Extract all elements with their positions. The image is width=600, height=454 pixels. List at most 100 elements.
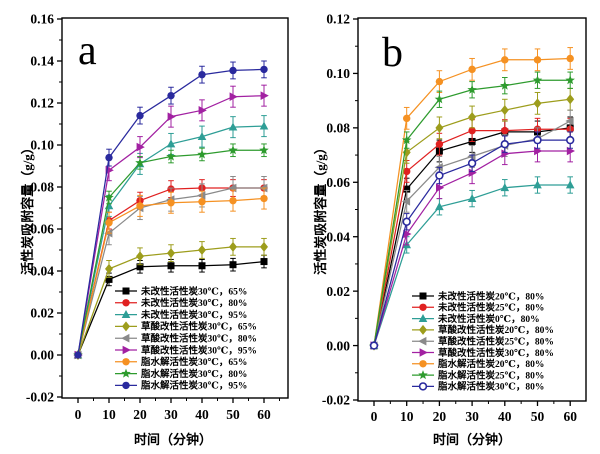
y-tick-label: 0.10 — [326, 66, 350, 81]
data-point-marker — [260, 91, 269, 100]
legend-item: 草酸改性活性炭30℃，65% — [115, 321, 257, 333]
data-point-marker — [136, 111, 144, 120]
legend-label: 草酸改性活性炭30℃，95% — [141, 344, 257, 356]
data-point-marker — [467, 84, 477, 94]
data-point-marker — [565, 75, 575, 85]
legend-item: 未改性活性炭0℃，80% — [412, 313, 540, 325]
data-point-marker — [259, 121, 269, 130]
data-point-marker — [435, 140, 444, 148]
data-point-marker — [532, 75, 543, 85]
data-point-marker — [403, 185, 411, 193]
x-tick-label: 30 — [164, 407, 178, 422]
legend-label: 未改性活性炭30℃，65% — [140, 285, 247, 297]
legend-item: 脂水解活性炭25℃，80% — [412, 369, 544, 381]
data-point-marker — [566, 94, 575, 105]
legend-item: 草酸改性活性炭25℃，80% — [412, 336, 554, 348]
legend-item: 脂水解活性炭30℃，95% — [115, 380, 247, 392]
data-point-marker — [259, 145, 269, 155]
data-point-marker — [403, 167, 411, 176]
y-tick-label: 0.04 — [30, 264, 54, 279]
y-tick-label: 0.16 — [30, 12, 54, 27]
data-point-marker — [135, 157, 145, 167]
x-tick-label: 40 — [498, 409, 512, 424]
legend-label: 脂水解活性炭25℃，80% — [437, 369, 544, 381]
data-point-marker — [434, 94, 445, 104]
data-point-marker — [501, 149, 510, 159]
legend-item: 草酸改性活性炭30℃，80% — [115, 333, 257, 345]
legend-item: 脂水解活性炭30℃，80% — [115, 368, 247, 380]
legend-label: 草酸改性活性炭20℃，80% — [438, 324, 554, 336]
data-point-marker — [260, 241, 268, 252]
data-point-marker — [500, 139, 510, 149]
data-point-marker — [435, 122, 444, 133]
x-tick-label: 60 — [563, 409, 577, 424]
data-point-marker — [136, 202, 144, 210]
legend-item: 草酸改性活性炭30℃，80% — [412, 347, 554, 359]
x-tick-label: 10 — [102, 407, 116, 422]
y-tick-label: 0.14 — [30, 54, 54, 69]
y-tick-label: 0.12 — [30, 96, 54, 111]
data-point-marker — [260, 65, 268, 74]
data-point-marker — [369, 341, 379, 350]
panel-a-chart: -0.02 0.00 0.02 0.04 0.06 0.08 0.10 0.12 0.14 0.1… — [20, 12, 289, 447]
data-point-marker — [74, 351, 82, 359]
x-tick-label: 50 — [226, 407, 240, 422]
data-point-marker — [198, 198, 206, 206]
legend-item: 草酸改性活性炭20℃，80% — [412, 324, 554, 336]
data-point-marker — [198, 245, 206, 255]
x-tick-label: 0 — [371, 409, 378, 424]
legend-marker-icon — [122, 381, 130, 390]
data-point-marker — [435, 171, 444, 180]
x-tick-label: 20 — [133, 407, 147, 422]
data-point-marker — [228, 122, 238, 131]
panel-letter: a — [78, 28, 97, 74]
legend-label: 脂水解活性炭30℃，65% — [140, 356, 247, 368]
data-point-marker — [566, 146, 575, 156]
data-point-marker — [565, 180, 575, 189]
series-4 — [369, 109, 574, 350]
data-point-marker — [136, 142, 145, 152]
data-point-marker — [198, 262, 206, 270]
data-point-marker — [401, 135, 412, 145]
series-6 — [74, 187, 268, 359]
legend-label: 未改性活性炭20℃，80% — [437, 290, 544, 302]
data-point-marker — [136, 251, 144, 262]
y-axis-title: 活性炭吸附容量（g/g） — [20, 141, 35, 275]
x-tick-label: 10 — [400, 409, 414, 424]
data-point-marker — [533, 180, 542, 189]
legend: 未改性活性炭20℃，80%未改性活性炭25℃，80%未改性活性炭0℃，80%草酸… — [412, 290, 554, 393]
y-tick-label: 0.08 — [326, 121, 350, 136]
legend-label: 草酸改性活性炭30℃，80% — [438, 347, 554, 359]
data-point-marker — [533, 135, 542, 145]
y-tick-label: 0.02 — [30, 306, 54, 321]
data-point-marker — [468, 168, 477, 178]
data-point-marker — [500, 105, 509, 116]
legend-item: 未改性活性炭30℃，80% — [115, 297, 247, 309]
data-point-marker — [166, 151, 176, 161]
y-tick-label: -0.02 — [26, 390, 54, 405]
x-tick-label: 60 — [257, 407, 271, 422]
y-tick-label: 0.06 — [326, 175, 350, 190]
data-point-marker — [167, 199, 175, 207]
series-7 — [73, 143, 269, 360]
data-point-marker — [566, 135, 575, 145]
data-point-marker — [167, 248, 175, 259]
x-tick-label: 40 — [195, 407, 209, 422]
data-point-marker — [166, 139, 176, 148]
data-point-marker — [260, 258, 268, 266]
legend-marker-icon — [418, 314, 428, 322]
data-point-marker — [534, 146, 543, 156]
data-point-marker — [403, 114, 411, 123]
data-point-marker — [197, 191, 206, 200]
legend-marker-icon — [419, 348, 428, 357]
data-point-marker — [533, 56, 542, 64]
data-point-marker — [436, 183, 445, 193]
data-point-marker — [228, 145, 238, 155]
data-point-marker — [435, 202, 444, 211]
data-point-marker — [229, 261, 237, 269]
y-tick-label: 0.06 — [30, 222, 54, 237]
legend-label: 脂水解活性炭30℃，80% — [140, 368, 247, 380]
x-tick-label: 50 — [531, 409, 545, 424]
data-point-marker — [197, 132, 207, 140]
